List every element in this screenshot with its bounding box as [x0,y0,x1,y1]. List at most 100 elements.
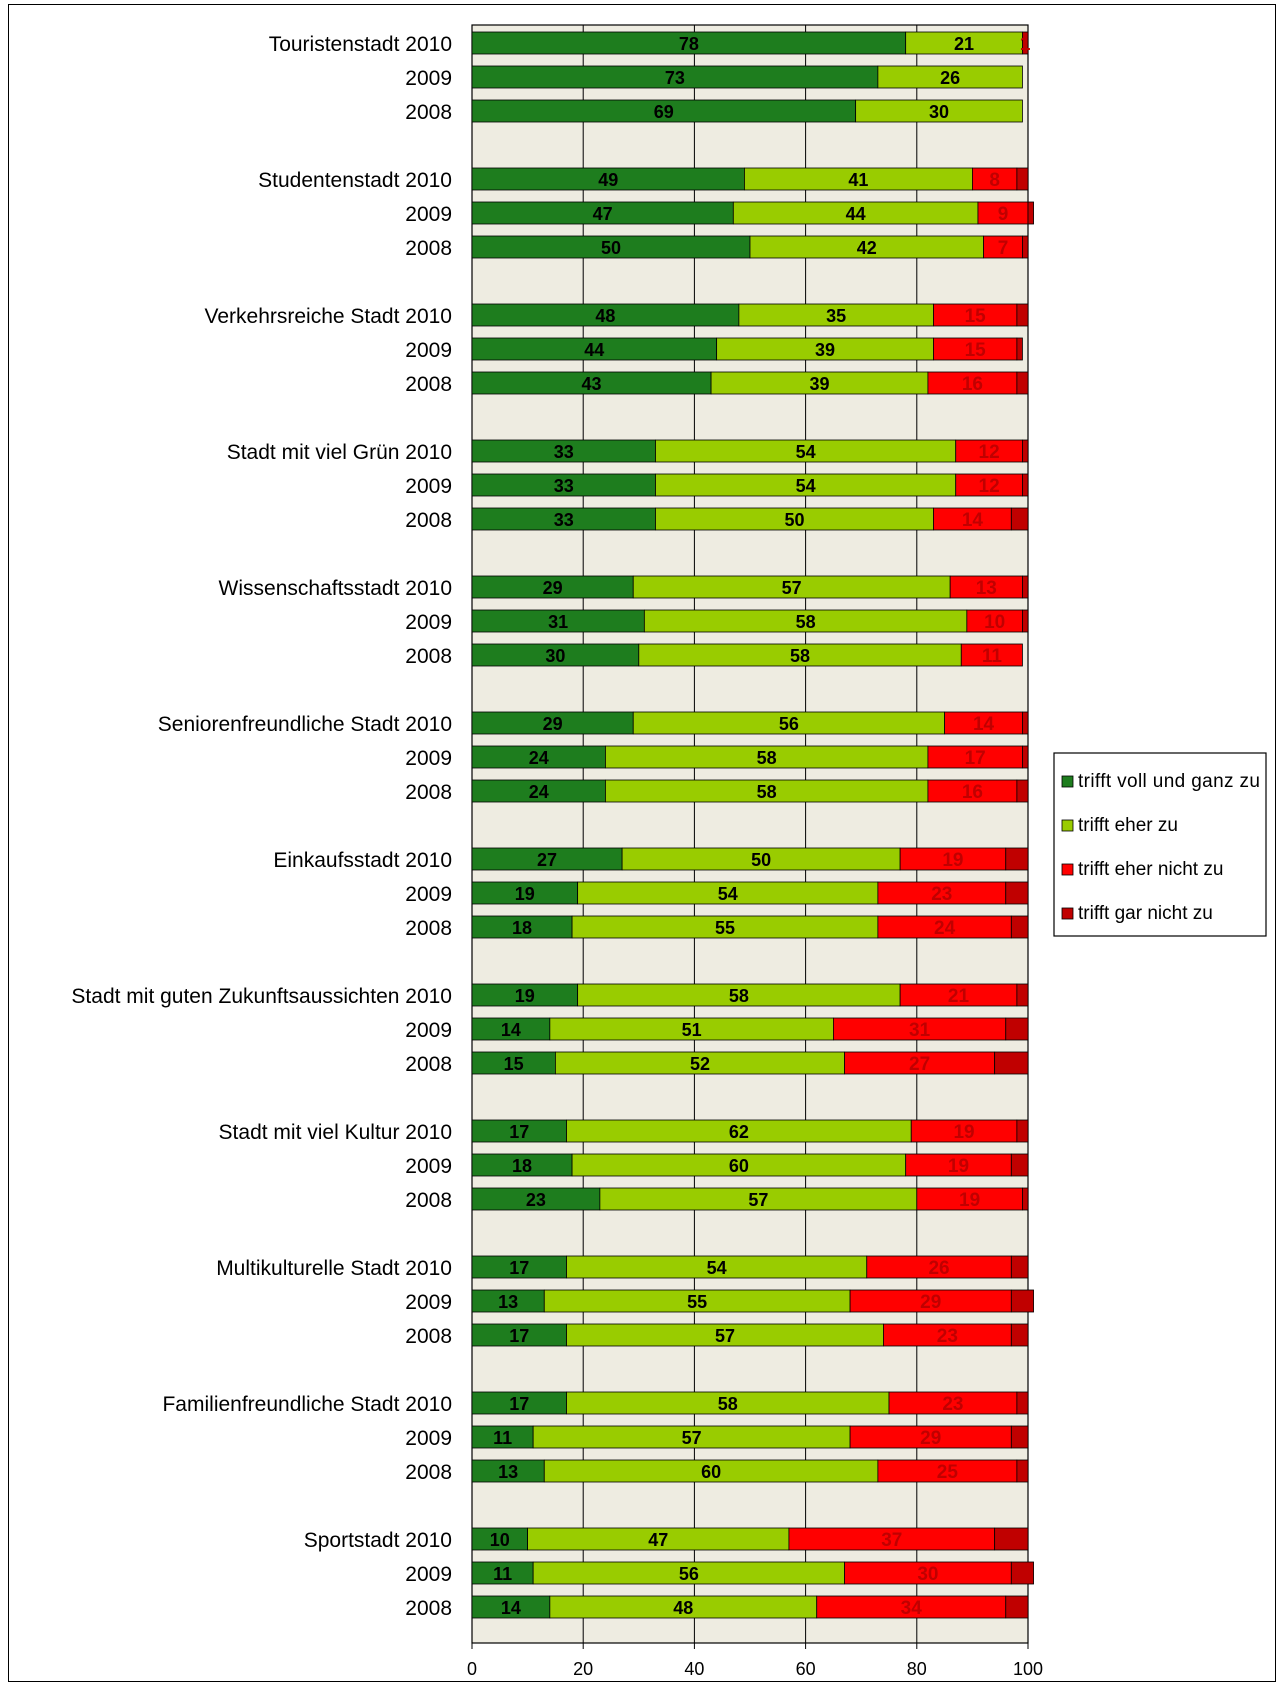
x-tick-label: 0 [467,1659,477,1679]
data-label: 8 [989,170,1000,191]
data-label: 12 [979,476,1000,497]
data-label: 17 [509,1258,529,1278]
data-label: 17 [509,1326,529,1346]
data-label: 30 [929,102,949,122]
data-label: 10 [490,1530,510,1550]
data-label: 57 [682,1428,702,1448]
bar-segment [1022,711,1029,735]
data-label: 19 [948,1156,969,1177]
data-label: 47 [593,204,613,224]
bar-segment [1005,847,1029,871]
legend-swatch [1061,863,1074,876]
category-label: 2009 [405,475,452,498]
bar-segment [1022,609,1029,633]
bar-segment [960,643,1023,667]
category-label: Studentenstadt 2010 [258,169,452,192]
data-label: 19 [515,986,535,1006]
category-label: Stadt mit viel Grün 2010 [227,441,452,464]
data-label: 58 [718,1394,738,1414]
category-label: 2008 [405,373,452,396]
data-label: 19 [515,884,535,904]
bar-segment [1016,303,1029,327]
bar-segment [1016,779,1029,803]
data-label: 23 [526,1190,546,1210]
data-label: 49 [598,170,618,190]
data-label: 27 [537,850,557,870]
data-label: 26 [928,1258,949,1279]
data-label: 21 [954,34,974,54]
legend-label: trifft gar nicht zu [1078,903,1213,924]
data-label: 23 [942,1394,963,1415]
data-label: 54 [796,442,816,462]
data-label: 69 [654,102,674,122]
data-label: 19 [953,1122,974,1143]
data-label: 14 [962,510,984,531]
bar-segment [1016,1119,1029,1143]
category-label: 2009 [405,611,452,634]
bars: 78 21 1 73 26 69 30 49 41 8 47 44 9 50 42 7 48 35 15 44 39 15… [471,31,1034,1619]
bar-segment [1010,1323,1029,1347]
data-label: 56 [679,1564,699,1584]
data-label: 54 [796,476,816,496]
legend-swatch [1061,907,1074,920]
category-label: 2009 [405,883,452,906]
data-label: 23 [931,884,952,905]
data-label: 12 [979,442,1000,463]
legend-label: trifft voll und ganz zu [1078,771,1260,792]
data-label: 50 [784,510,804,530]
bar-segment [1010,1561,1034,1585]
data-label: 29 [920,1292,941,1313]
data-label: 11 [982,646,1003,667]
category-label: 2009 [405,1563,452,1586]
data-label: 31 [909,1020,931,1041]
data-label: 29 [920,1428,941,1449]
bar-segment [994,1527,1029,1551]
data-label: 31 [548,612,568,632]
data-label: 43 [582,374,602,394]
x-tick-label: 80 [907,1659,927,1679]
category-label: 2009 [405,339,452,362]
data-label: 15 [965,340,987,361]
category-label: 2009 [405,67,452,90]
category-label: Stadt mit guten Zukunftsaussichten 2010 [71,985,452,1008]
data-label: 58 [757,782,777,802]
data-label: 7 [998,238,1009,259]
category-label: 2008 [405,509,452,532]
data-label: 26 [940,68,960,88]
data-label: 11 [493,1564,512,1584]
legend-box [1053,752,1267,937]
data-label: 55 [715,918,735,938]
bar-segment [1010,915,1029,939]
data-label: 17 [509,1394,529,1414]
data-label: 15 [965,306,987,327]
data-label: 48 [673,1598,693,1618]
data-label: 14 [501,1020,521,1040]
legend-swatch [1061,775,1074,788]
data-label: 44 [584,340,604,360]
x-axis: 0 20 40 60 80 100 [467,1643,1043,1679]
gridlines [582,25,918,1643]
category-label: 2008 [405,101,452,124]
category-label: Touristenstadt 2010 [269,33,452,56]
data-label: 24 [934,918,956,939]
data-label: 1 [1020,34,1031,55]
bar-segment [1016,371,1029,395]
data-label: 54 [707,1258,727,1278]
data-label: 16 [962,374,983,395]
data-label: 25 [937,1462,959,1483]
data-label: 10 [984,612,1005,633]
bar-segment [1022,473,1029,497]
bar-segment [1022,1187,1029,1211]
bar-segment [1022,575,1029,599]
bar-segment [994,1051,1029,1075]
data-label: 39 [815,340,835,360]
data-label: 18 [512,1156,532,1176]
category-label: Seniorenfreundliche Stadt 2010 [158,713,452,736]
data-label: 23 [937,1326,958,1347]
data-label: 18 [512,918,532,938]
bar-segment [1010,507,1029,531]
category-label: 2008 [405,237,452,260]
data-label: 78 [679,34,699,54]
data-label: 73 [665,68,685,88]
